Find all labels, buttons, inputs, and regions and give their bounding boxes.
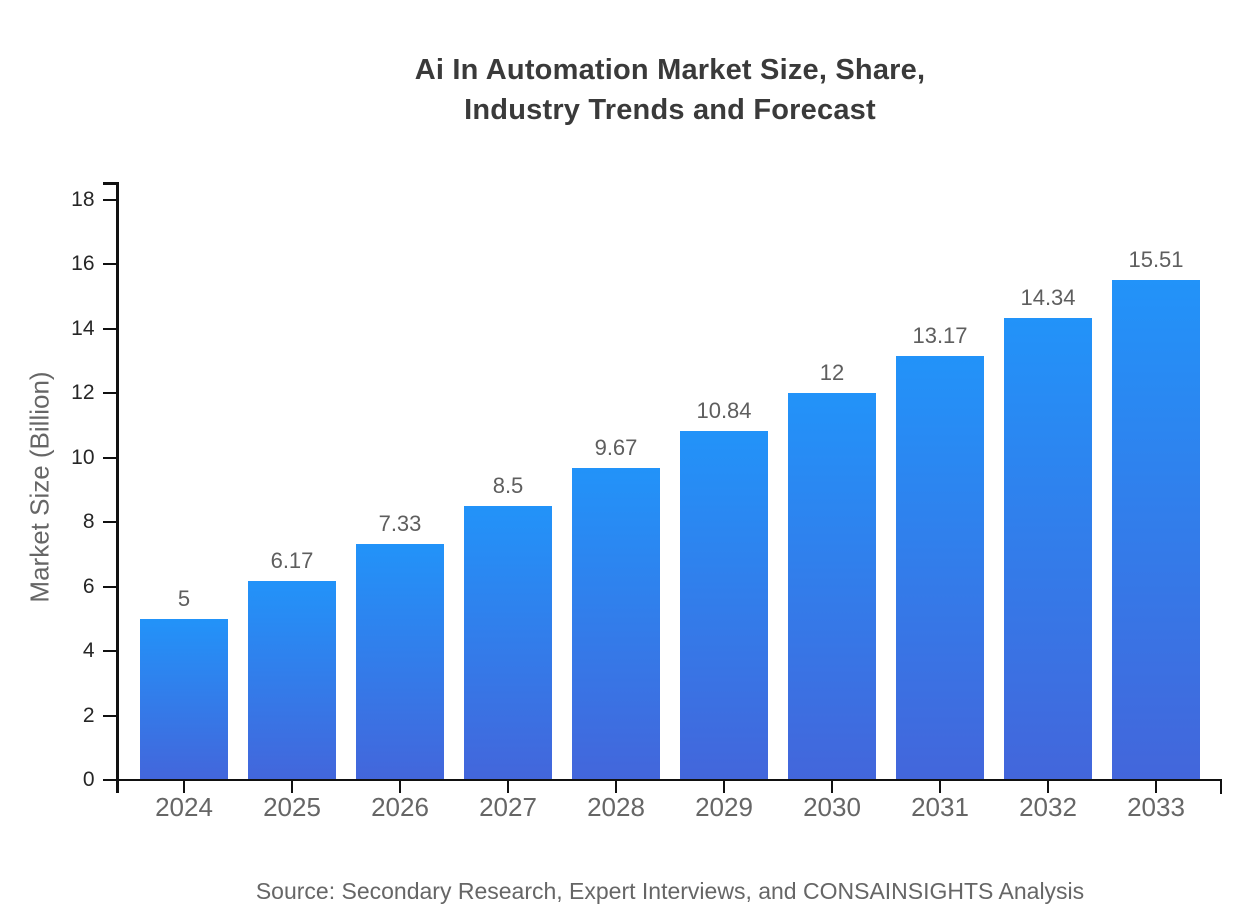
x-tick-label: 2029	[695, 792, 753, 822]
y-tick-label: 14	[71, 316, 95, 340]
bar	[464, 506, 552, 780]
bar-value-label: 9.67	[594, 435, 638, 461]
bar	[140, 618, 228, 780]
x-tick-label: 2032	[1019, 792, 1077, 822]
bar-value-label: 15.51	[1128, 247, 1184, 273]
bar	[248, 581, 336, 780]
x-axis-line	[116, 778, 1223, 782]
bar-value-label: 12	[819, 360, 845, 386]
y-axis-tick	[103, 327, 117, 330]
bar	[680, 430, 768, 780]
y-axis-line	[116, 182, 119, 793]
y-axis-tick	[103, 521, 117, 524]
x-tick-label: 2031	[911, 792, 969, 822]
bar-value-label: 7.33	[378, 510, 422, 536]
bar-value-label: 14.34	[1020, 284, 1076, 310]
y-tick-label: 2	[82, 703, 95, 727]
x-axis-tick	[183, 780, 185, 793]
x-axis-tick	[1155, 780, 1157, 793]
x-axis-right-cap	[1219, 778, 1223, 795]
y-tick-label: 0	[82, 768, 95, 791]
bar-value-label: 13.17	[912, 322, 968, 348]
chart-title-line1: Ai In Automation Market Size, Share,	[414, 54, 926, 86]
y-axis-tick	[103, 456, 117, 459]
y-tick-label: 16	[71, 252, 95, 276]
bar	[572, 468, 660, 780]
chart-title-line2: Industry Trends and Forecast	[464, 94, 876, 126]
y-tick-label: 8	[82, 510, 95, 534]
bar-value-label: 8.5	[492, 473, 524, 499]
bar	[1112, 280, 1200, 780]
x-axis-tick	[291, 780, 293, 793]
y-axis-tick	[103, 392, 117, 395]
chart-title: Ai In Automation Market Size, Share, Ind…	[80, 50, 1260, 130]
x-axis-tick	[615, 780, 617, 793]
bar-value-label: 6.17	[270, 548, 314, 574]
x-axis-tick	[939, 780, 941, 793]
bar	[356, 543, 444, 780]
y-tick-label: 12	[71, 381, 95, 405]
source-caption: Source: Secondary Research, Expert Inter…	[255, 878, 1085, 904]
bar	[788, 393, 876, 780]
y-tick-label: 4	[82, 639, 95, 663]
y-axis-tick	[103, 779, 117, 781]
x-axis-tick	[831, 780, 833, 793]
x-axis-tick	[507, 780, 509, 793]
y-axis-tick	[103, 199, 117, 201]
y-tick-label: 18	[71, 188, 95, 211]
bar-value-label: 5	[177, 585, 191, 611]
x-tick-label: 2033	[1127, 792, 1185, 822]
y-axis-tick	[103, 585, 117, 588]
y-tick-label: 6	[82, 574, 95, 598]
y-axis-top-cap	[103, 182, 119, 185]
y-tick-label: 10	[71, 445, 95, 469]
x-axis-tick	[723, 780, 725, 793]
x-tick-label: 2026	[371, 792, 429, 822]
bar	[1004, 317, 1092, 780]
x-tick-label: 2030	[803, 792, 861, 822]
x-tick-label: 2028	[587, 792, 645, 822]
y-axis-tick	[103, 714, 117, 717]
x-tick-label: 2027	[479, 792, 537, 822]
x-tick-label: 2024	[155, 792, 213, 822]
x-axis-tick	[399, 780, 401, 793]
x-axis-tick	[1047, 780, 1049, 793]
y-axis-tick	[103, 263, 117, 266]
bar	[896, 355, 984, 780]
y-axis-tick	[103, 650, 117, 653]
bar-value-label: 10.84	[696, 397, 752, 423]
x-tick-label: 2025	[263, 792, 321, 822]
